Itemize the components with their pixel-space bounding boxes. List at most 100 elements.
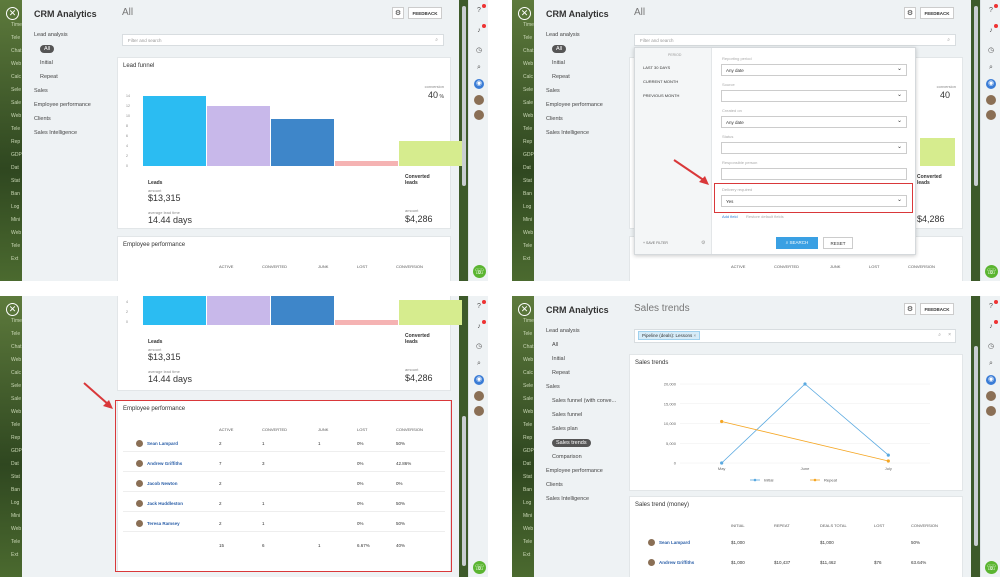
nav-initial[interactable]: Initial — [552, 356, 565, 362]
bell-icon[interactable]: ♪ — [474, 24, 486, 36]
reset-button[interactable]: RESET — [823, 237, 853, 249]
nav-sales-funnel[interactable]: Sales funnel — [552, 412, 583, 418]
nav-repeat[interactable]: Repeat — [552, 370, 570, 376]
nav-lead-analysis[interactable]: Lead analysis — [34, 32, 68, 38]
close-icon[interactable]: ✕ — [518, 7, 531, 20]
search-icon[interactable]: ⌕ — [477, 360, 481, 367]
phone-icon[interactable]: ☏ — [985, 561, 998, 574]
search-button[interactable]: ⌕ SEARCH — [776, 237, 818, 249]
search-input[interactable]: Filter and search ⌕ — [122, 34, 444, 46]
phone-icon[interactable]: ☏ — [473, 265, 486, 278]
gear-icon[interactable]: ⚙ — [904, 303, 916, 315]
help-icon[interactable]: ? — [474, 300, 486, 312]
responsible-input[interactable] — [721, 168, 907, 180]
nav-sales[interactable]: Sales — [546, 384, 560, 390]
nav-all[interactable]: All — [552, 342, 559, 348]
gear-icon[interactable]: ⚙ — [904, 7, 916, 19]
save-filter-button[interactable]: + SAVE FILTER — [643, 241, 668, 245]
nav-comparison[interactable]: Comparison — [552, 454, 582, 460]
bell-icon[interactable]: ♪ — [986, 24, 998, 36]
clock-icon[interactable]: ◷ — [475, 47, 483, 54]
scrollbar[interactable] — [974, 6, 978, 186]
nav-sales-trends[interactable]: Sales trends — [546, 436, 626, 450]
nav-employee-performance[interactable]: Employee performance — [546, 468, 603, 474]
search-input[interactable]: Pipeline (deals): Lessons × ⌕ × — [634, 329, 956, 343]
nav-sales-intelligence[interactable]: Sales Intelligence — [546, 130, 590, 136]
search-icon[interactable]: ⌕ — [989, 360, 993, 367]
avatar[interactable] — [986, 406, 996, 416]
scrollbar[interactable] — [974, 346, 978, 546]
phone-icon[interactable]: ☏ — [473, 561, 486, 574]
avatar[interactable] — [474, 391, 484, 401]
nav-sales[interactable]: Sales — [34, 88, 48, 94]
nav-sales-intelligence[interactable]: Sales Intelligence — [34, 130, 78, 136]
nav-initial[interactable]: Initial — [552, 60, 565, 66]
feedback-button[interactable]: FEEDBACK — [920, 303, 954, 315]
feedback-button[interactable]: FEEDBACK — [920, 7, 954, 19]
nav-clients[interactable]: Clients — [546, 482, 563, 488]
gear-icon[interactable]: ⚙ — [392, 7, 404, 19]
employee-name[interactable]: Jack Huddleston — [147, 501, 184, 506]
nav-employee-performance[interactable]: Employee performance — [546, 102, 603, 108]
avatar[interactable] — [474, 110, 484, 120]
employee-name[interactable]: Andrew Griffiths — [147, 461, 183, 466]
employee-name[interactable]: Teresa Ramsey — [147, 521, 180, 526]
nav-initial[interactable]: Initial — [40, 60, 53, 66]
clock-icon[interactable]: ◷ — [475, 343, 483, 350]
preset-current-month[interactable]: CURRENT MONTH — [643, 79, 679, 84]
search-icon[interactable]: ⌕ — [947, 37, 950, 43]
nav-sales[interactable]: Sales — [546, 88, 560, 94]
help-icon[interactable]: ? — [986, 300, 998, 312]
feedback-button[interactable]: FEEDBACK — [408, 7, 442, 19]
gear-icon[interactable]: ⚙ — [701, 240, 706, 246]
restore-default-link[interactable]: Restore default fields — [746, 214, 784, 219]
delivery-select[interactable]: Yes — [721, 195, 907, 207]
close-icon[interactable]: ✕ — [518, 303, 531, 316]
bell-icon[interactable]: ♪ — [474, 320, 486, 332]
bell-icon[interactable]: ♪ — [986, 320, 998, 332]
nav-employee-performance[interactable]: Employee performance — [34, 102, 91, 108]
employee-name[interactable]: Andrew Griffiths — [659, 560, 695, 565]
search-icon[interactable]: ⌕ — [989, 64, 993, 71]
status-select[interactable] — [721, 142, 907, 154]
close-icon[interactable]: × — [948, 332, 951, 338]
employee-name[interactable]: Jacob Newton — [147, 481, 178, 486]
preset-last-30-days[interactable]: LAST 30 DAYS — [643, 65, 671, 70]
nav-clients[interactable]: Clients — [546, 116, 563, 122]
scrollbar[interactable] — [462, 6, 466, 186]
nav-all[interactable]: All — [34, 42, 114, 56]
nav-lead-analysis[interactable]: Lead analysis — [546, 328, 580, 334]
avatar[interactable] — [986, 110, 996, 120]
search-icon[interactable]: ⌕ — [477, 64, 481, 71]
avatar[interactable] — [474, 95, 484, 105]
close-icon[interactable]: × — [693, 333, 697, 338]
filter-tag[interactable]: Pipeline (deals): Lessons × — [638, 331, 701, 340]
nav-sales-intelligence[interactable]: Sales Intelligence — [546, 496, 590, 502]
globe-icon[interactable]: ◉ — [986, 79, 996, 89]
nav-repeat[interactable]: Repeat — [40, 74, 58, 80]
help-icon[interactable]: ? — [986, 4, 998, 16]
search-icon[interactable]: ⌕ — [435, 37, 438, 43]
source-select[interactable] — [721, 90, 907, 102]
avatar[interactable] — [986, 95, 996, 105]
nav-sales-plan[interactable]: Sales plan — [552, 426, 578, 432]
close-icon[interactable]: ✕ — [6, 7, 19, 20]
clock-icon[interactable]: ◷ — [987, 343, 995, 350]
search-icon[interactable]: ⌕ — [938, 332, 941, 338]
avatar[interactable] — [474, 406, 484, 416]
nav-repeat[interactable]: Repeat — [552, 74, 570, 80]
nav-sales-funnel-conv[interactable]: Sales funnel (with conve... — [552, 398, 617, 404]
globe-icon[interactable]: ◉ — [474, 375, 484, 385]
created-on-select[interactable]: Any date — [721, 116, 907, 128]
nav-clients[interactable]: Clients — [34, 116, 51, 122]
add-field-link[interactable]: Add field — [722, 214, 738, 219]
avatar[interactable] — [986, 391, 996, 401]
nav-all[interactable]: All — [546, 42, 626, 56]
globe-icon[interactable]: ◉ — [986, 375, 996, 385]
search-input[interactable]: Filter and search ⌕ — [634, 34, 956, 46]
preset-previous-month[interactable]: PREVIOUS MONTH — [643, 93, 680, 98]
close-icon[interactable]: ✕ — [6, 303, 19, 316]
reporting-period-select[interactable]: Any date — [721, 64, 907, 76]
phone-icon[interactable]: ☏ — [985, 265, 998, 278]
employee-name[interactable]: Sean Lampard — [147, 441, 179, 446]
